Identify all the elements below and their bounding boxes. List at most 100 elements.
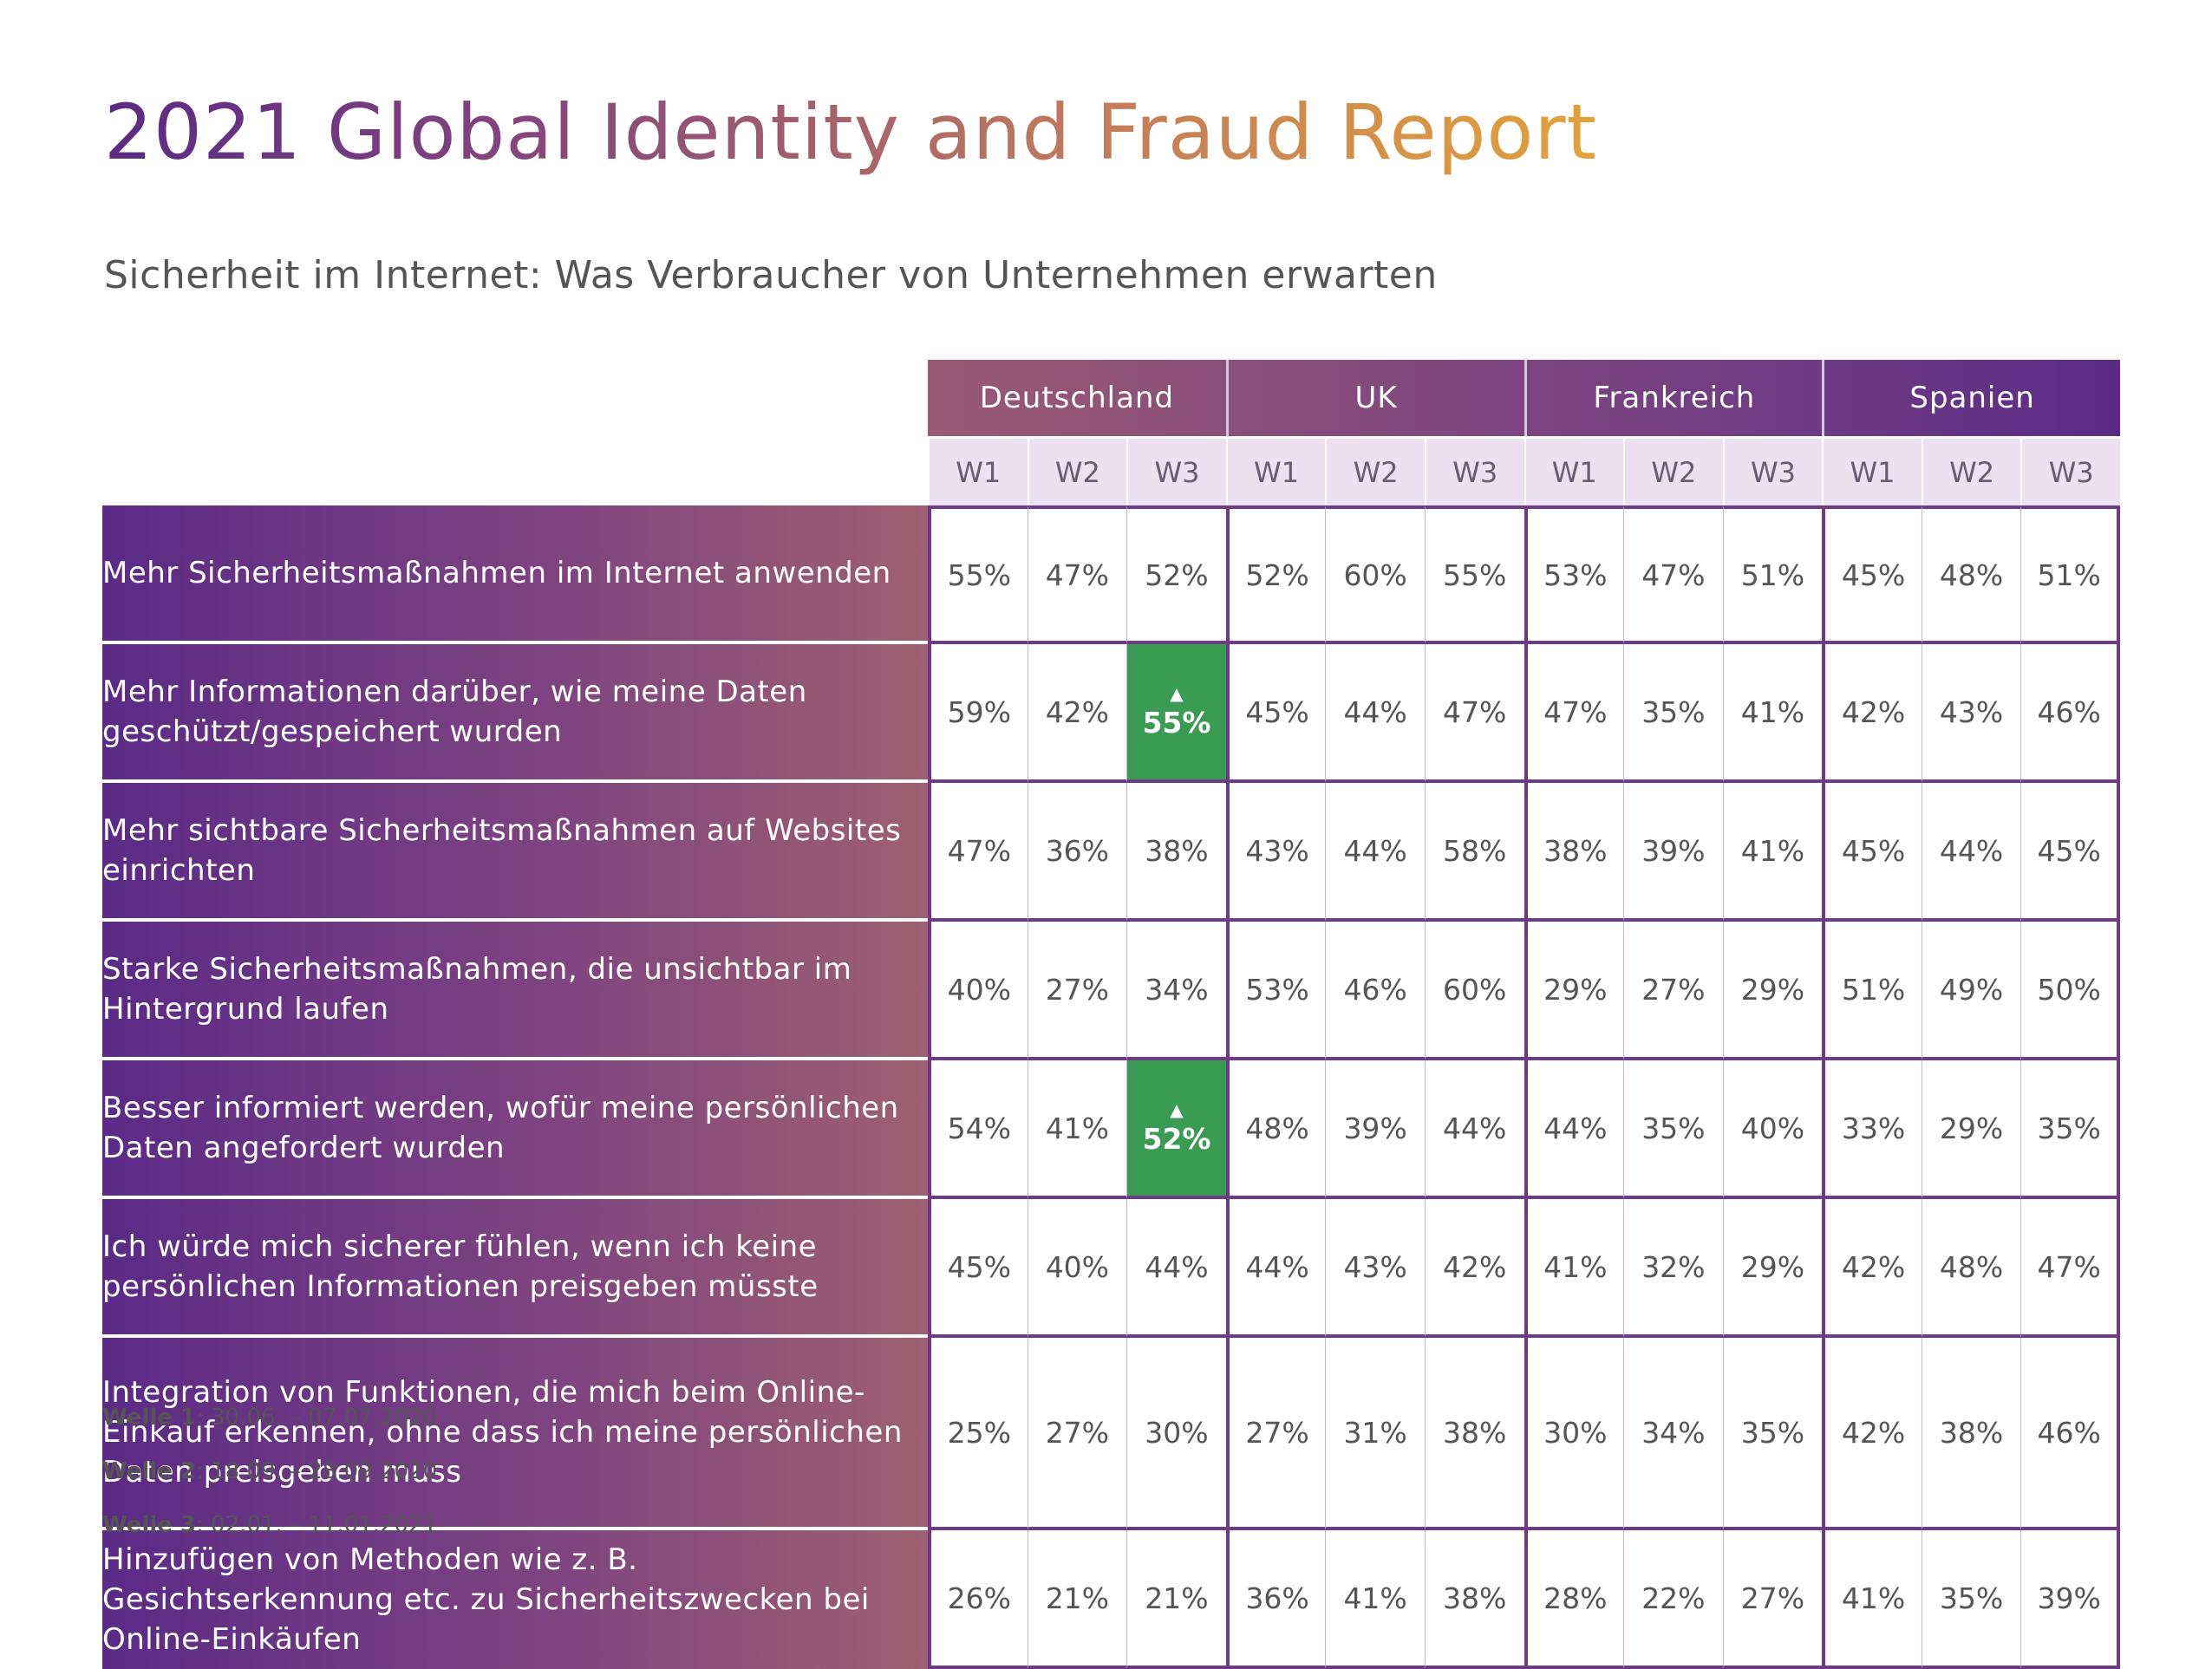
wave-header: W3 [1126, 436, 1226, 505]
header-corner [102, 436, 928, 505]
wave-note: Welle 3: 02.01. – 11.01.2021 [102, 1512, 437, 1566]
wave-header: W1 [1822, 436, 1922, 505]
wave-header: W3 [1722, 436, 1823, 505]
country-header-row: Deutschland UK Frankreich Spanien [102, 360, 2120, 436]
value-cell: 47% [1424, 644, 1524, 783]
value-cell: 21% [1126, 1530, 1226, 1669]
up-arrow-icon: ▲ [1170, 1099, 1184, 1120]
table-row: Ich würde mich sicherer fühlen, wenn ich… [102, 1199, 2120, 1338]
value-cell: 27% [1623, 922, 1723, 1060]
table-row: Besser informiert werden, wofür meine pe… [102, 1060, 2120, 1199]
value-cell: 47% [1524, 644, 1624, 783]
value-cell: 44% [1325, 644, 1425, 783]
value-cell: 44% [1126, 1199, 1226, 1338]
value-cell: 51% [2020, 505, 2120, 644]
value-cell: 29% [1921, 1060, 2021, 1199]
wave-note-label: Welle 2 [102, 1458, 196, 1484]
row-label: Hinzufügen von Methoden wie z. B. Gesich… [102, 1530, 928, 1669]
wave-note-label: Welle 3 [102, 1512, 196, 1538]
value-cell: 26% [928, 1530, 1028, 1669]
value-cell: 35% [1722, 1338, 1823, 1530]
wave-note-label: Welle 1 [102, 1405, 196, 1431]
value-cell: 46% [2020, 644, 2120, 783]
value-cell: 48% [1225, 1060, 1326, 1199]
value-cell: 38% [1424, 1530, 1524, 1669]
value-cell: 46% [1325, 922, 1425, 1060]
value-cell: 30% [1524, 1338, 1624, 1530]
header-corner [102, 360, 928, 436]
row-label: Starke Sicherheitsmaßnahmen, die unsicht… [102, 922, 928, 1060]
value-cell: 38% [1524, 783, 1624, 922]
value-cell: 28% [1524, 1530, 1624, 1669]
table-row: Mehr Sicherheitsmaßnahmen im Internet an… [102, 505, 2120, 644]
value-cell: 42% [1822, 1199, 1922, 1338]
up-arrow-icon: ▲ [1170, 682, 1184, 704]
value-cell: 47% [928, 783, 1028, 922]
wave-notes: Welle 1: 30.06. – 07.07.2020 Welle 2: 18… [102, 1405, 437, 1566]
value-cell-highlighted: ▲ 55% [1126, 644, 1226, 783]
value-cell: 22% [1623, 1530, 1723, 1669]
wave-header: W3 [1424, 436, 1524, 505]
value-cell: 44% [1225, 1199, 1326, 1338]
value-cell: 29% [1722, 922, 1823, 1060]
table-row: Starke Sicherheitsmaßnahmen, die unsicht… [102, 922, 2120, 1060]
country-header: Deutschland [928, 360, 1226, 436]
value-cell: 55% [928, 505, 1028, 644]
value-cell: 47% [1027, 505, 1127, 644]
wave-note-dates: : 02.01. – 11.01.2021 [196, 1512, 438, 1538]
value-cell: 59% [928, 644, 1028, 783]
value-cell: 51% [1822, 922, 1922, 1060]
table-body: Mehr Sicherheitsmaßnahmen im Internet an… [102, 505, 2120, 1669]
value-cell: 38% [1921, 1338, 2021, 1530]
value-cell: 42% [1822, 644, 1922, 783]
wave-header: W3 [2020, 436, 2120, 505]
wave-header-row: W1 W2 W3 W1 W2 W3 W1 W2 W3 W1 W2 W3 [102, 436, 2120, 505]
value-cell: 48% [1921, 1199, 2021, 1338]
row-label: Mehr sichtbare Sicherheitsmaßnahmen auf … [102, 783, 928, 922]
value-cell: 43% [1921, 644, 2021, 783]
wave-header: W2 [1921, 436, 2021, 505]
report-title: 2021 Global Identity and Fraud Report [104, 88, 1598, 177]
value-cell: 27% [1722, 1530, 1823, 1669]
value-cell: 32% [1623, 1199, 1723, 1338]
value-cell: 45% [1225, 644, 1326, 783]
value-cell: 52% [1126, 505, 1226, 644]
value-cell: 45% [928, 1199, 1028, 1338]
value-cell: 27% [1225, 1338, 1326, 1530]
value-cell: 51% [1722, 505, 1823, 644]
value-cell: 48% [1921, 505, 2021, 644]
value-cell: 31% [1325, 1338, 1425, 1530]
wave-header: W1 [928, 436, 1028, 505]
value-cell: 38% [1424, 1338, 1524, 1530]
value-cell: 39% [1623, 783, 1723, 922]
value-cell: 41% [1822, 1530, 1922, 1669]
value-cell: 58% [1424, 783, 1524, 922]
wave-header: W2 [1325, 436, 1425, 505]
value-cell: 34% [1623, 1338, 1723, 1530]
wave-header: W2 [1623, 436, 1723, 505]
value-cell: 41% [1722, 783, 1823, 922]
value-cell: 36% [1027, 783, 1127, 922]
value-cell: 54% [928, 1060, 1028, 1199]
value-cell-highlighted: ▲ 52% [1126, 1060, 1226, 1199]
wave-note-dates: : 18.09. – 28.09.2020 [196, 1458, 438, 1484]
value-cell: 60% [1424, 922, 1524, 1060]
value-cell: 45% [2020, 783, 2120, 922]
row-label: Ich würde mich sicherer fühlen, wenn ich… [102, 1199, 928, 1338]
value-cell: 41% [1524, 1199, 1624, 1338]
value-cell: 44% [1524, 1060, 1624, 1199]
value-cell: 40% [1722, 1060, 1823, 1199]
value-cell: 44% [1424, 1060, 1524, 1199]
wave-header: W1 [1524, 436, 1624, 505]
wave-note-dates: : 30.06. – 07.07.2020 [196, 1405, 438, 1431]
value-cell: 27% [1027, 922, 1127, 1060]
value-cell: 40% [928, 922, 1028, 1060]
value-cell: 52% [1225, 505, 1326, 644]
value-cell: 35% [2020, 1060, 2120, 1199]
value-cell: 47% [2020, 1199, 2120, 1338]
value-cell: 29% [1524, 922, 1624, 1060]
row-label: Mehr Sicherheitsmaßnahmen im Internet an… [102, 505, 928, 644]
value-cell: 33% [1822, 1060, 1922, 1199]
value-cell: 38% [1126, 783, 1226, 922]
country-header: Frankreich [1524, 360, 1823, 436]
